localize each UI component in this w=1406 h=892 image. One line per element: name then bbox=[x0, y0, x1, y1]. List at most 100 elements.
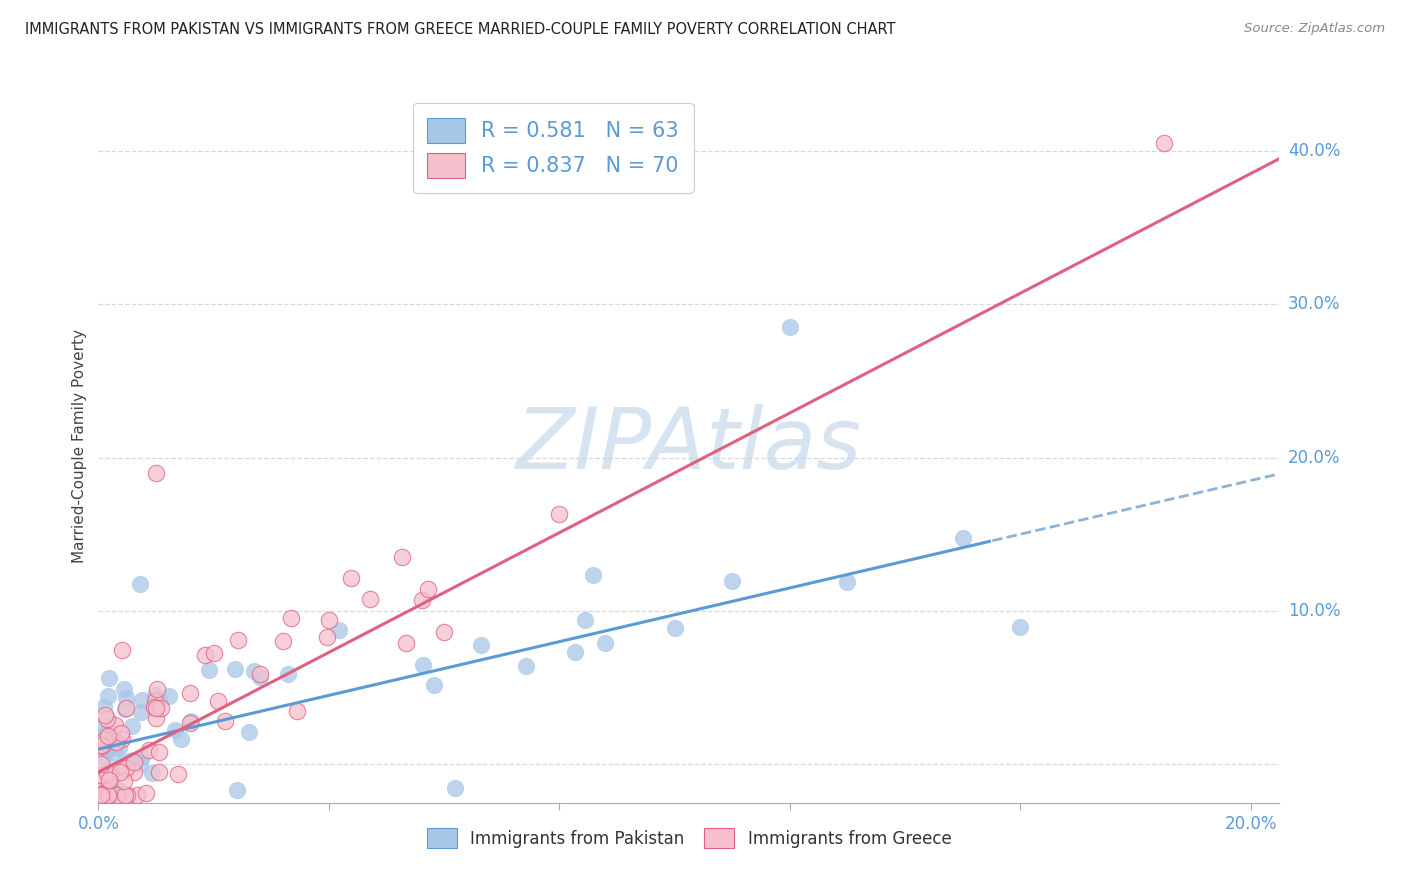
Point bbox=[103, 780, 125, 794]
Point bbox=[93, 796, 115, 810]
Point bbox=[90, 739, 112, 753]
Point bbox=[93, 732, 115, 747]
Point bbox=[593, 636, 616, 650]
Point bbox=[411, 593, 433, 607]
Point bbox=[779, 320, 801, 334]
Text: IMMIGRANTS FROM PAKISTAN VS IMMIGRANTS FROM GREECE MARRIED-COUPLE FAMILY POVERTY: IMMIGRANTS FROM PAKISTAN VS IMMIGRANTS F… bbox=[25, 22, 896, 37]
Point bbox=[179, 716, 201, 731]
Point bbox=[94, 727, 117, 741]
Point bbox=[115, 690, 138, 705]
Text: 40.0%: 40.0% bbox=[1288, 142, 1340, 160]
Point bbox=[207, 694, 229, 708]
Point bbox=[104, 763, 127, 777]
Point bbox=[115, 701, 138, 715]
Point bbox=[125, 788, 148, 802]
Point bbox=[91, 739, 114, 753]
Point bbox=[443, 781, 465, 796]
Point bbox=[837, 575, 859, 590]
Point bbox=[194, 648, 217, 663]
Point bbox=[131, 693, 153, 707]
Point bbox=[114, 681, 136, 696]
Point bbox=[277, 666, 299, 681]
Point bbox=[104, 718, 127, 732]
Point bbox=[93, 750, 115, 764]
Point bbox=[129, 706, 152, 720]
Point bbox=[97, 690, 120, 704]
Text: ZIPAtlas: ZIPAtlas bbox=[516, 404, 862, 488]
Point bbox=[98, 773, 121, 788]
Point bbox=[114, 788, 136, 802]
Point bbox=[394, 636, 416, 650]
Point bbox=[108, 740, 131, 755]
Point bbox=[97, 671, 120, 685]
Point bbox=[122, 765, 145, 780]
Point bbox=[90, 768, 112, 782]
Point bbox=[148, 745, 170, 759]
Point bbox=[664, 621, 686, 635]
Point bbox=[145, 694, 167, 708]
Point bbox=[96, 712, 118, 726]
Point bbox=[131, 750, 153, 764]
Point bbox=[149, 700, 172, 714]
Point bbox=[101, 727, 124, 741]
Point bbox=[145, 466, 167, 480]
Point bbox=[138, 742, 160, 756]
Point bbox=[249, 666, 271, 681]
Point bbox=[115, 761, 138, 775]
Point bbox=[143, 700, 166, 714]
Point bbox=[110, 731, 132, 746]
Point bbox=[157, 689, 180, 703]
Point bbox=[198, 663, 221, 677]
Point bbox=[135, 787, 157, 801]
Point bbox=[515, 659, 537, 673]
Point bbox=[108, 765, 131, 780]
Point bbox=[170, 732, 193, 747]
Text: 30.0%: 30.0% bbox=[1288, 295, 1340, 313]
Point bbox=[98, 768, 121, 782]
Point bbox=[103, 786, 125, 800]
Point bbox=[148, 692, 170, 706]
Point bbox=[97, 788, 120, 802]
Point bbox=[90, 788, 112, 802]
Point bbox=[581, 568, 603, 582]
Point bbox=[145, 711, 167, 725]
Point bbox=[118, 755, 141, 769]
Point bbox=[108, 783, 131, 797]
Point bbox=[122, 756, 145, 770]
Point bbox=[146, 682, 169, 697]
Point bbox=[141, 766, 163, 780]
Point bbox=[166, 767, 188, 781]
Point bbox=[121, 719, 143, 733]
Point bbox=[242, 665, 264, 679]
Point bbox=[214, 714, 236, 728]
Point bbox=[145, 701, 167, 715]
Point bbox=[423, 678, 446, 692]
Point bbox=[163, 723, 186, 738]
Point bbox=[94, 708, 117, 723]
Point bbox=[952, 531, 974, 545]
Point bbox=[360, 592, 382, 607]
Point bbox=[318, 613, 340, 627]
Point bbox=[143, 688, 166, 702]
Point bbox=[564, 644, 586, 658]
Point bbox=[96, 784, 118, 798]
Y-axis label: Married-Couple Family Poverty: Married-Couple Family Poverty bbox=[72, 329, 87, 563]
Point bbox=[226, 633, 249, 648]
Point bbox=[96, 766, 118, 780]
Text: 10.0%: 10.0% bbox=[1288, 602, 1340, 620]
Point bbox=[224, 662, 246, 676]
Point bbox=[104, 747, 127, 761]
Point bbox=[100, 770, 122, 784]
Point bbox=[97, 729, 120, 743]
Point bbox=[90, 735, 112, 749]
Point bbox=[93, 717, 115, 731]
Point bbox=[93, 699, 115, 714]
Point bbox=[96, 743, 118, 757]
Point bbox=[433, 624, 456, 639]
Point bbox=[249, 670, 271, 684]
Point bbox=[90, 756, 112, 771]
Point bbox=[117, 788, 139, 802]
Point bbox=[93, 796, 115, 810]
Point bbox=[110, 726, 132, 740]
Point bbox=[721, 574, 744, 588]
